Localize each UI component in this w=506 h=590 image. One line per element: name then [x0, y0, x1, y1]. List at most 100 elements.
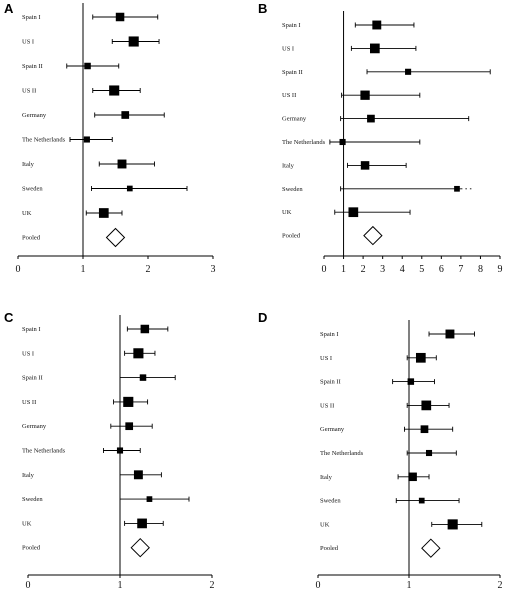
point-estimate-d-spain-i [445, 329, 455, 339]
study-label-d-uk: UK [320, 521, 330, 528]
study-label-d-us-i: US I [320, 355, 332, 362]
x-tick-label-b-2: 2 [361, 264, 366, 275]
point-estimate-b-uk [348, 207, 359, 218]
study-label-c-pooled: Pooled [22, 545, 41, 552]
point-estimate-c-italy [133, 470, 143, 480]
point-estimate-a-us-i [128, 36, 139, 47]
x-tick-label-d-1: 1 [407, 580, 412, 590]
x-tick-label-c-2: 2 [210, 580, 215, 590]
x-tick-label-b-9: 9 [498, 264, 503, 275]
study-label-b-pooled: Pooled [282, 233, 301, 240]
forest-panel-a: A 0 1 2 3 Spain I US I Spain II US II Germany The … [4, 1, 216, 275]
study-label-b-us-i: US I [282, 45, 294, 52]
study-label-a-uk: UK [22, 210, 32, 217]
x-tick-label-a-2: 2 [146, 264, 151, 275]
point-estimate-a-spain-ii [84, 62, 91, 70]
point-estimate-c-spain-i [140, 324, 150, 334]
point-estimate-b-germany [367, 114, 375, 123]
study-label-c-the-netherlands: The Netherlands [22, 448, 66, 455]
point-estimate-d-germany [420, 425, 429, 434]
forest-panel-c: C 0 1 2 Spain I US I Spain II US II Germany The N… [4, 310, 215, 590]
x-tick-label-b-4: 4 [400, 264, 405, 275]
study-label-b-germany: Germany [282, 116, 307, 123]
point-estimate-a-germany [121, 111, 130, 119]
point-estimate-a-sweden [126, 185, 133, 192]
point-estimate-c-us-i [133, 348, 144, 359]
point-estimate-c-germany [125, 422, 134, 431]
x-tick-label-d-2: 2 [498, 580, 503, 590]
x-tick-label-a-3: 3 [211, 264, 216, 275]
point-estimate-b-spain-i [372, 20, 382, 30]
point-estimate-d-uk [447, 519, 458, 530]
panel-letter-d: D [258, 310, 267, 325]
point-estimate-b-italy [360, 161, 370, 170]
pooled-diamond-c [130, 537, 150, 558]
study-label-d-sweden: Sweden [320, 498, 341, 505]
study-label-a-spain-i: Spain I [22, 14, 41, 21]
point-estimate-d-us-ii [421, 400, 432, 411]
pooled-diamond-d [421, 538, 441, 558]
study-label-d-spain-ii: Spain II [320, 379, 341, 386]
point-estimate-b-us-ii [360, 90, 370, 100]
point-estimate-d-us-i [415, 352, 426, 363]
x-tick-label-c-0: 0 [26, 580, 31, 590]
study-label-b-italy: Italy [282, 162, 295, 169]
point-estimate-d-the-netherlands [425, 449, 433, 457]
x-tick-label-b-3: 3 [380, 264, 385, 275]
point-estimate-c-us-ii [123, 396, 134, 407]
study-label-c-italy: Italy [22, 472, 35, 479]
x-tick-label-a-0: 0 [16, 264, 21, 275]
study-label-b-spain-ii: Spain II [282, 69, 303, 76]
study-label-a-germany: Germany [22, 112, 47, 119]
point-estimate-d-spain-ii [407, 378, 415, 385]
study-label-b-spain-i: Spain I [282, 22, 301, 29]
x-tick-label-b-8: 8 [478, 264, 483, 275]
study-label-d-us-ii: US II [320, 402, 334, 409]
study-label-d-italy: Italy [320, 474, 333, 481]
point-estimate-c-the-netherlands [116, 447, 124, 454]
x-tick-label-b-1: 1 [341, 264, 346, 275]
point-estimate-c-spain-ii [139, 374, 147, 381]
x-tick-label-b-5: 5 [419, 264, 424, 275]
point-estimate-c-uk [137, 518, 147, 529]
forest-panel-d: D 0 1 2 Spain I US I Spain II US II Germany The N… [258, 310, 503, 590]
study-label-a-sweden: Sweden [22, 186, 43, 193]
study-label-c-germany: Germany [22, 423, 47, 430]
x-tick-label-b-6: 6 [439, 264, 444, 275]
study-label-c-us-ii: US II [22, 399, 36, 406]
point-estimate-a-us-ii [109, 85, 120, 96]
pooled-diamond-b [363, 225, 383, 246]
pooled-diamond-a [105, 227, 126, 248]
study-label-a-us-ii: US II [22, 88, 36, 95]
point-estimate-b-sweden [454, 185, 460, 192]
study-label-b-sweden: Sweden [282, 186, 303, 193]
point-estimate-d-italy [408, 472, 417, 482]
study-label-c-spain-i: Spain I [22, 326, 41, 333]
study-label-a-spain-ii: Spain II [22, 63, 43, 70]
point-estimate-a-the-netherlands [83, 136, 90, 143]
point-estimate-a-spain-i [115, 12, 125, 22]
study-label-a-pooled: Pooled [22, 235, 41, 242]
study-label-d-the-netherlands: The Netherlands [320, 450, 364, 457]
study-label-c-spain-ii: Spain II [22, 375, 43, 382]
x-tick-label-b-0: 0 [322, 264, 327, 275]
study-label-b-us-ii: US II [282, 92, 296, 99]
panel-letter-a: A [4, 1, 14, 16]
point-estimate-c-sweden [146, 496, 153, 502]
point-estimate-b-the-netherlands [339, 138, 346, 146]
panel-letter-b: B [258, 1, 267, 16]
study-label-d-pooled: Pooled [320, 545, 339, 552]
study-label-b-uk: UK [282, 209, 292, 216]
x-tick-label-c-1: 1 [118, 580, 123, 590]
point-estimate-a-italy [117, 159, 127, 169]
point-estimate-b-us-i [369, 43, 380, 54]
study-label-a-us-i: US I [22, 39, 34, 46]
study-label-c-us-i: US I [22, 350, 34, 357]
forest-panel-b: B 0 1 2 3 4 5 6 7 8 9 Spain I US I Spain II US II Germa… [258, 1, 503, 275]
panel-letter-c: C [4, 310, 14, 325]
x-tick-label-b-7: 7 [458, 264, 463, 275]
point-estimate-d-sweden [418, 497, 425, 504]
study-label-c-sweden: Sweden [22, 496, 43, 503]
point-estimate-b-spain-ii [405, 68, 412, 75]
